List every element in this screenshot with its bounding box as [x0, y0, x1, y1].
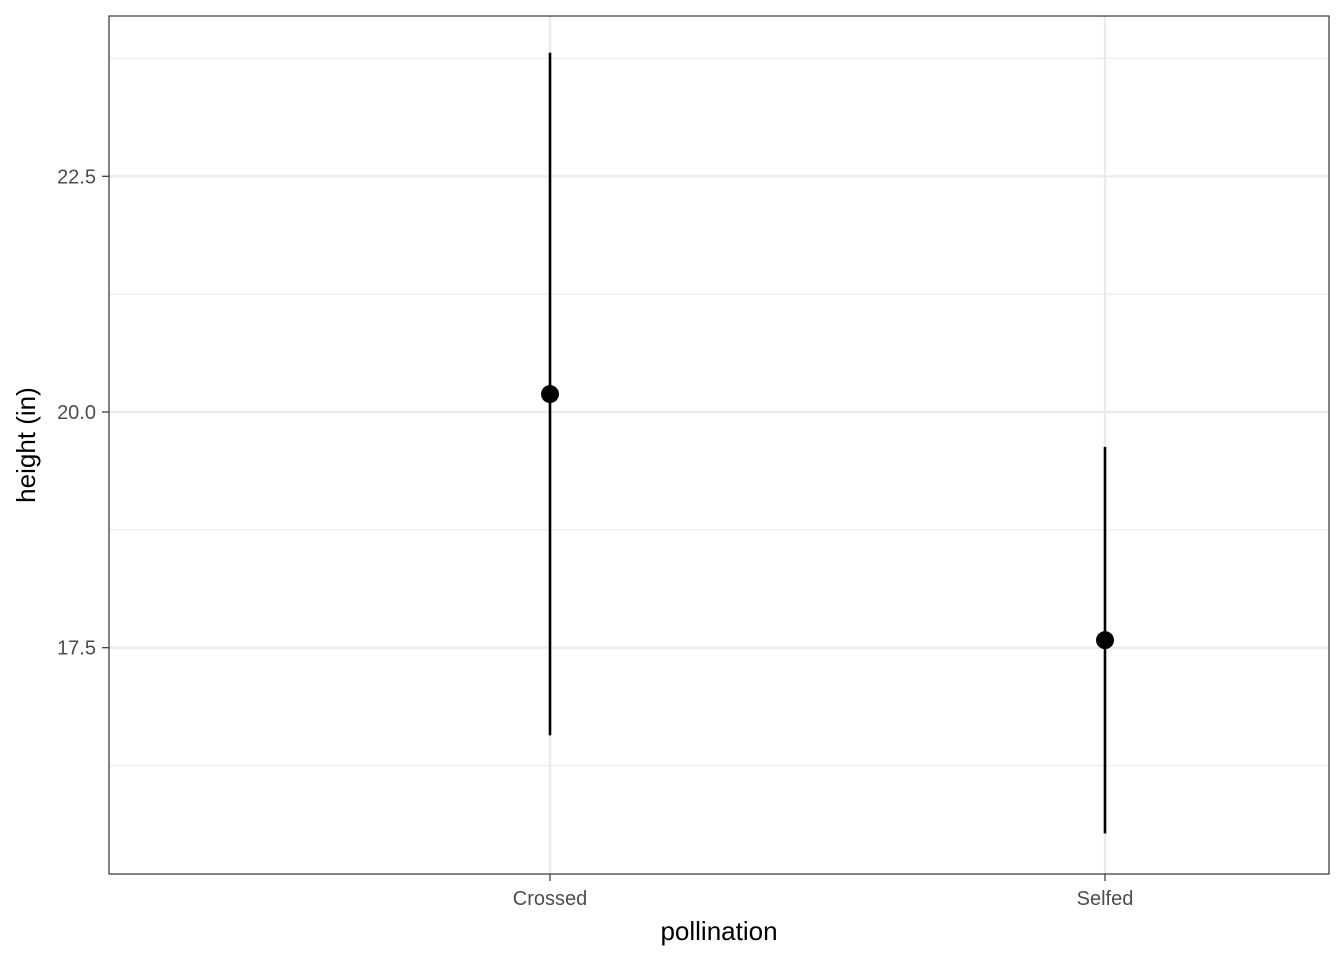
x-tick-label: Selfed: [1077, 888, 1134, 910]
axes: 17.5 20.0 22.5 Crossed Selfed: [57, 166, 1133, 910]
marks: [541, 52, 1114, 834]
panel-border: [108, 15, 1330, 875]
y-tick-label: 20.0: [57, 402, 96, 424]
y-tick-label: 22.5: [57, 166, 96, 188]
x-tick-label: Crossed: [513, 888, 587, 910]
x-axis-title: pollination: [660, 916, 777, 946]
mean-point-crossed: [541, 385, 559, 404]
mean-point-selfed: [1096, 631, 1114, 650]
y-axis-title: height (in): [11, 387, 41, 503]
y-tick-label: 17.5: [57, 638, 96, 660]
grid: [109, 16, 1329, 874]
